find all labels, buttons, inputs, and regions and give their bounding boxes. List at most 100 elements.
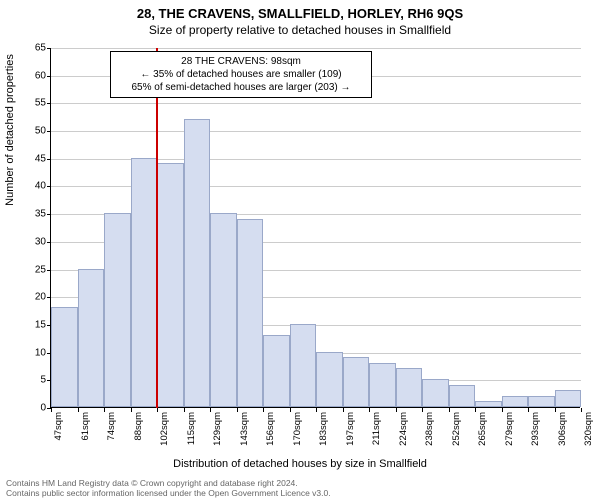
histogram-bar [184,119,211,407]
xtick-label: 143sqm [239,412,250,456]
xtick-mark [78,408,79,412]
footer-line1: Contains HM Land Registry data © Crown c… [6,478,331,488]
histogram-bar [528,396,555,407]
xtick-label: 156sqm [265,412,276,456]
annotation-line1: 28 THE CRAVENS: 98sqm [117,55,365,68]
ytick-label: 10 [16,347,46,358]
histogram-bar [51,307,78,407]
gridline [51,131,581,132]
xtick-mark [449,408,450,412]
annotation-line3: 65% of semi-detached houses are larger (… [117,81,365,94]
ytick-label: 15 [16,319,46,330]
histogram-bar [555,390,582,407]
xtick-label: 320sqm [583,412,594,456]
xtick-mark [581,408,582,412]
xtick-mark [51,408,52,412]
chart-area: 0510152025303540455055606547sqm61sqm74sq… [50,48,580,408]
y-axis-label: Number of detached properties [4,30,16,230]
xtick-label: 61sqm [80,412,91,456]
xtick-label: 306sqm [557,412,568,456]
xtick-label: 279sqm [504,412,515,456]
xtick-label: 170sqm [292,412,303,456]
ytick-mark [47,131,51,132]
xtick-label: 115sqm [186,412,197,456]
ytick-mark [47,103,51,104]
histogram-bar [369,363,396,407]
footer-line2: Contains public sector information licen… [6,488,331,498]
ytick-mark [47,159,51,160]
xtick-label: 265sqm [477,412,488,456]
histogram-bar [475,401,502,407]
xtick-mark [475,408,476,412]
xtick-label: 47sqm [53,412,64,456]
ytick-label: 5 [16,375,46,386]
xtick-label: 238sqm [424,412,435,456]
ytick-label: 25 [16,264,46,275]
ytick-mark [47,76,51,77]
gridline [51,48,581,49]
gridline [51,103,581,104]
histogram-bar [449,385,476,407]
ytick-mark [47,297,51,298]
ytick-mark [47,186,51,187]
x-axis-label: Distribution of detached houses by size … [0,458,600,470]
ytick-label: 55 [16,98,46,109]
histogram-bar [343,357,370,407]
histogram-bar [422,379,449,407]
histogram-bar [78,269,105,407]
xtick-mark [131,408,132,412]
histogram-bar [290,324,317,407]
annotation-line2: ← 35% of detached houses are smaller (10… [117,68,365,81]
xtick-mark [528,408,529,412]
xtick-mark [502,408,503,412]
histogram-bar [263,335,290,407]
plot-region: 0510152025303540455055606547sqm61sqm74sq… [50,48,580,408]
xtick-label: 102sqm [159,412,170,456]
xtick-label: 197sqm [345,412,356,456]
histogram-bar [502,396,529,407]
footer: Contains HM Land Registry data © Crown c… [6,478,331,498]
ytick-label: 45 [16,153,46,164]
histogram-bar [131,158,158,407]
xtick-mark [237,408,238,412]
annotation-box: 28 THE CRAVENS: 98sqm ← 35% of detached … [110,51,372,98]
xtick-mark [157,408,158,412]
xtick-mark [555,408,556,412]
ytick-label: 65 [16,43,46,54]
ytick-label: 0 [16,403,46,414]
xtick-mark [290,408,291,412]
xtick-label: 74sqm [106,412,117,456]
histogram-bar [210,213,237,407]
xtick-mark [396,408,397,412]
histogram-bar [316,352,343,407]
ytick-label: 40 [16,181,46,192]
xtick-label: 293sqm [530,412,541,456]
ytick-label: 35 [16,209,46,220]
histogram-bar [157,163,184,407]
ytick-label: 20 [16,292,46,303]
histogram-bar [237,219,264,407]
xtick-mark [422,408,423,412]
xtick-label: 183sqm [318,412,329,456]
title-sub: Size of property relative to detached ho… [0,21,600,37]
histogram-bar [104,213,131,407]
ytick-mark [47,214,51,215]
xtick-mark [104,408,105,412]
ytick-mark [47,270,51,271]
reference-line [156,48,158,408]
xtick-mark [263,408,264,412]
histogram-bar [396,368,423,407]
xtick-label: 88sqm [133,412,144,456]
ytick-mark [47,242,51,243]
ytick-mark [47,48,51,49]
xtick-mark [369,408,370,412]
ytick-label: 60 [16,70,46,81]
title-main: 28, THE CRAVENS, SMALLFIELD, HORLEY, RH6… [0,0,600,21]
chart-container: 28, THE CRAVENS, SMALLFIELD, HORLEY, RH6… [0,0,600,500]
xtick-mark [343,408,344,412]
xtick-mark [316,408,317,412]
xtick-label: 224sqm [398,412,409,456]
xtick-mark [210,408,211,412]
ytick-label: 30 [16,236,46,247]
xtick-label: 129sqm [212,412,223,456]
